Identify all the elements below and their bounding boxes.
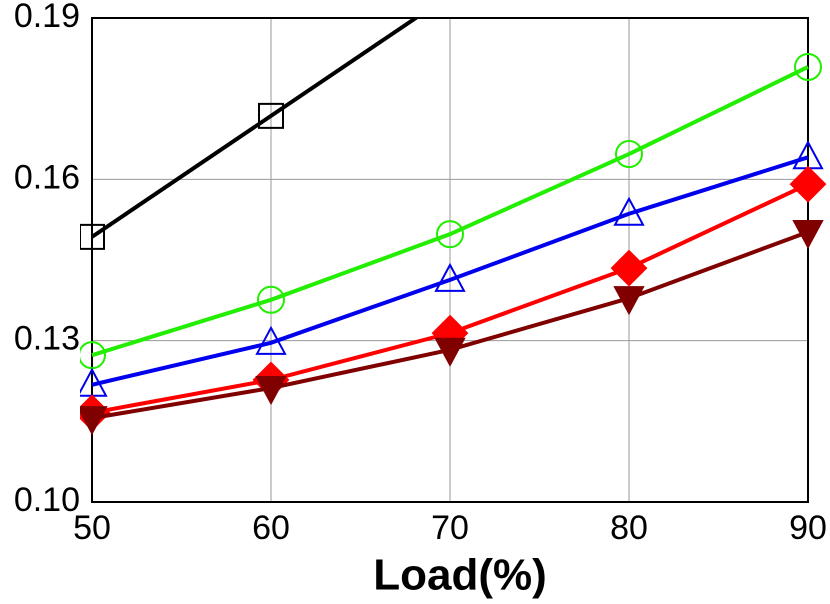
y-tick-label: 0.10 <box>14 481 80 519</box>
plot-area <box>80 0 827 436</box>
x-axis-title: Load(%) <box>373 551 547 600</box>
marker <box>255 325 287 355</box>
x-tick-label: 70 <box>431 509 469 547</box>
marker <box>613 196 645 226</box>
y-tick-label: 0.13 <box>14 320 80 358</box>
marker <box>80 406 108 436</box>
marker <box>794 52 822 81</box>
series-line <box>91 155 809 387</box>
marker <box>80 223 105 250</box>
series-line <box>90 18 420 239</box>
marker <box>434 337 466 367</box>
x-tick-label: 90 <box>789 509 827 547</box>
x-tick-label: 60 <box>252 509 290 547</box>
marker <box>613 286 645 316</box>
x-tick-label: 80 <box>610 509 648 547</box>
series-line <box>91 65 809 358</box>
marker <box>436 220 464 249</box>
marker <box>434 262 466 292</box>
marker <box>615 140 643 169</box>
plot-frame <box>91 17 809 503</box>
marker <box>258 102 284 129</box>
marker <box>792 220 824 250</box>
y-tick-label: 0.16 <box>14 158 80 196</box>
marker <box>438 0 462 7</box>
marker <box>255 375 287 406</box>
marker <box>257 285 285 314</box>
y-tick-label: 0.19 <box>14 0 80 35</box>
x-tick-label: 50 <box>73 509 111 547</box>
marker <box>789 165 827 203</box>
marker <box>610 249 648 287</box>
